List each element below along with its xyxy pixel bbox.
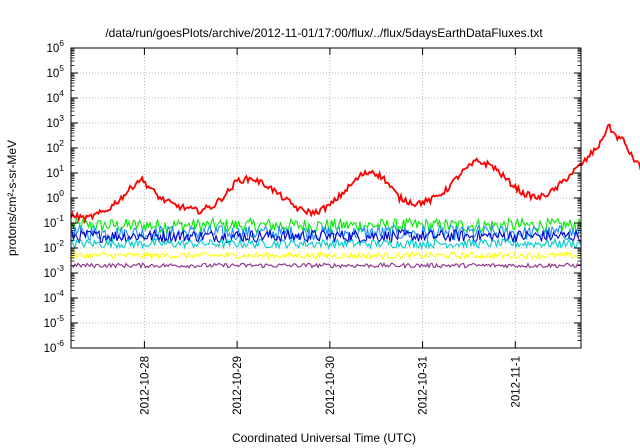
series-line (71, 216, 582, 235)
series-line (71, 250, 581, 261)
y-tick-label: 102 (46, 138, 64, 155)
y-tick-label: 10-6 (44, 338, 65, 355)
y-tick-label: 10-4 (44, 288, 65, 305)
y-tick-label: 104 (46, 88, 64, 105)
x-tick-label: 2012-10-29 (232, 356, 244, 415)
chart-title: /data/run/goesPlots/archive/2012-11-01/1… (105, 26, 543, 40)
plot-frame (70, 47, 582, 349)
x-tick-label: 2012-10-28 (139, 356, 151, 415)
series-line (70, 123, 640, 225)
y-tick-label: 103 (46, 113, 64, 130)
y-tick-label: 10-3 (44, 263, 65, 280)
y-tick-label: 100 (46, 188, 64, 205)
series-group (70, 123, 640, 270)
y-tick-label: 101 (46, 163, 64, 180)
x-axis-label: Coordinated Universal Time (UTC) (232, 431, 416, 445)
y-tick-label: 105 (46, 63, 64, 80)
tick-labels: 10-6 10-5 10-4 10-3 10-2 10-1 100 101 102 103 104 1… (44, 38, 523, 415)
grid (71, 48, 581, 348)
y-tick-label: 10-5 (44, 313, 65, 330)
x-tick-label: 2012-10-31 (418, 356, 430, 415)
y-tick-label: 106 (46, 38, 64, 55)
x-tick-label: 2012-11-1 (510, 356, 522, 408)
y-tick-label: 10-1 (44, 213, 65, 230)
series-line (71, 261, 581, 270)
y-axis-label: protons/cm²-s-sr-MeV (5, 140, 19, 256)
series-line (71, 237, 581, 250)
y-tick-label: 10-2 (44, 238, 65, 255)
series-line (71, 224, 581, 243)
x-tick-label: 2012-10-30 (325, 356, 337, 415)
axes (70, 47, 582, 349)
series-line (71, 228, 581, 244)
